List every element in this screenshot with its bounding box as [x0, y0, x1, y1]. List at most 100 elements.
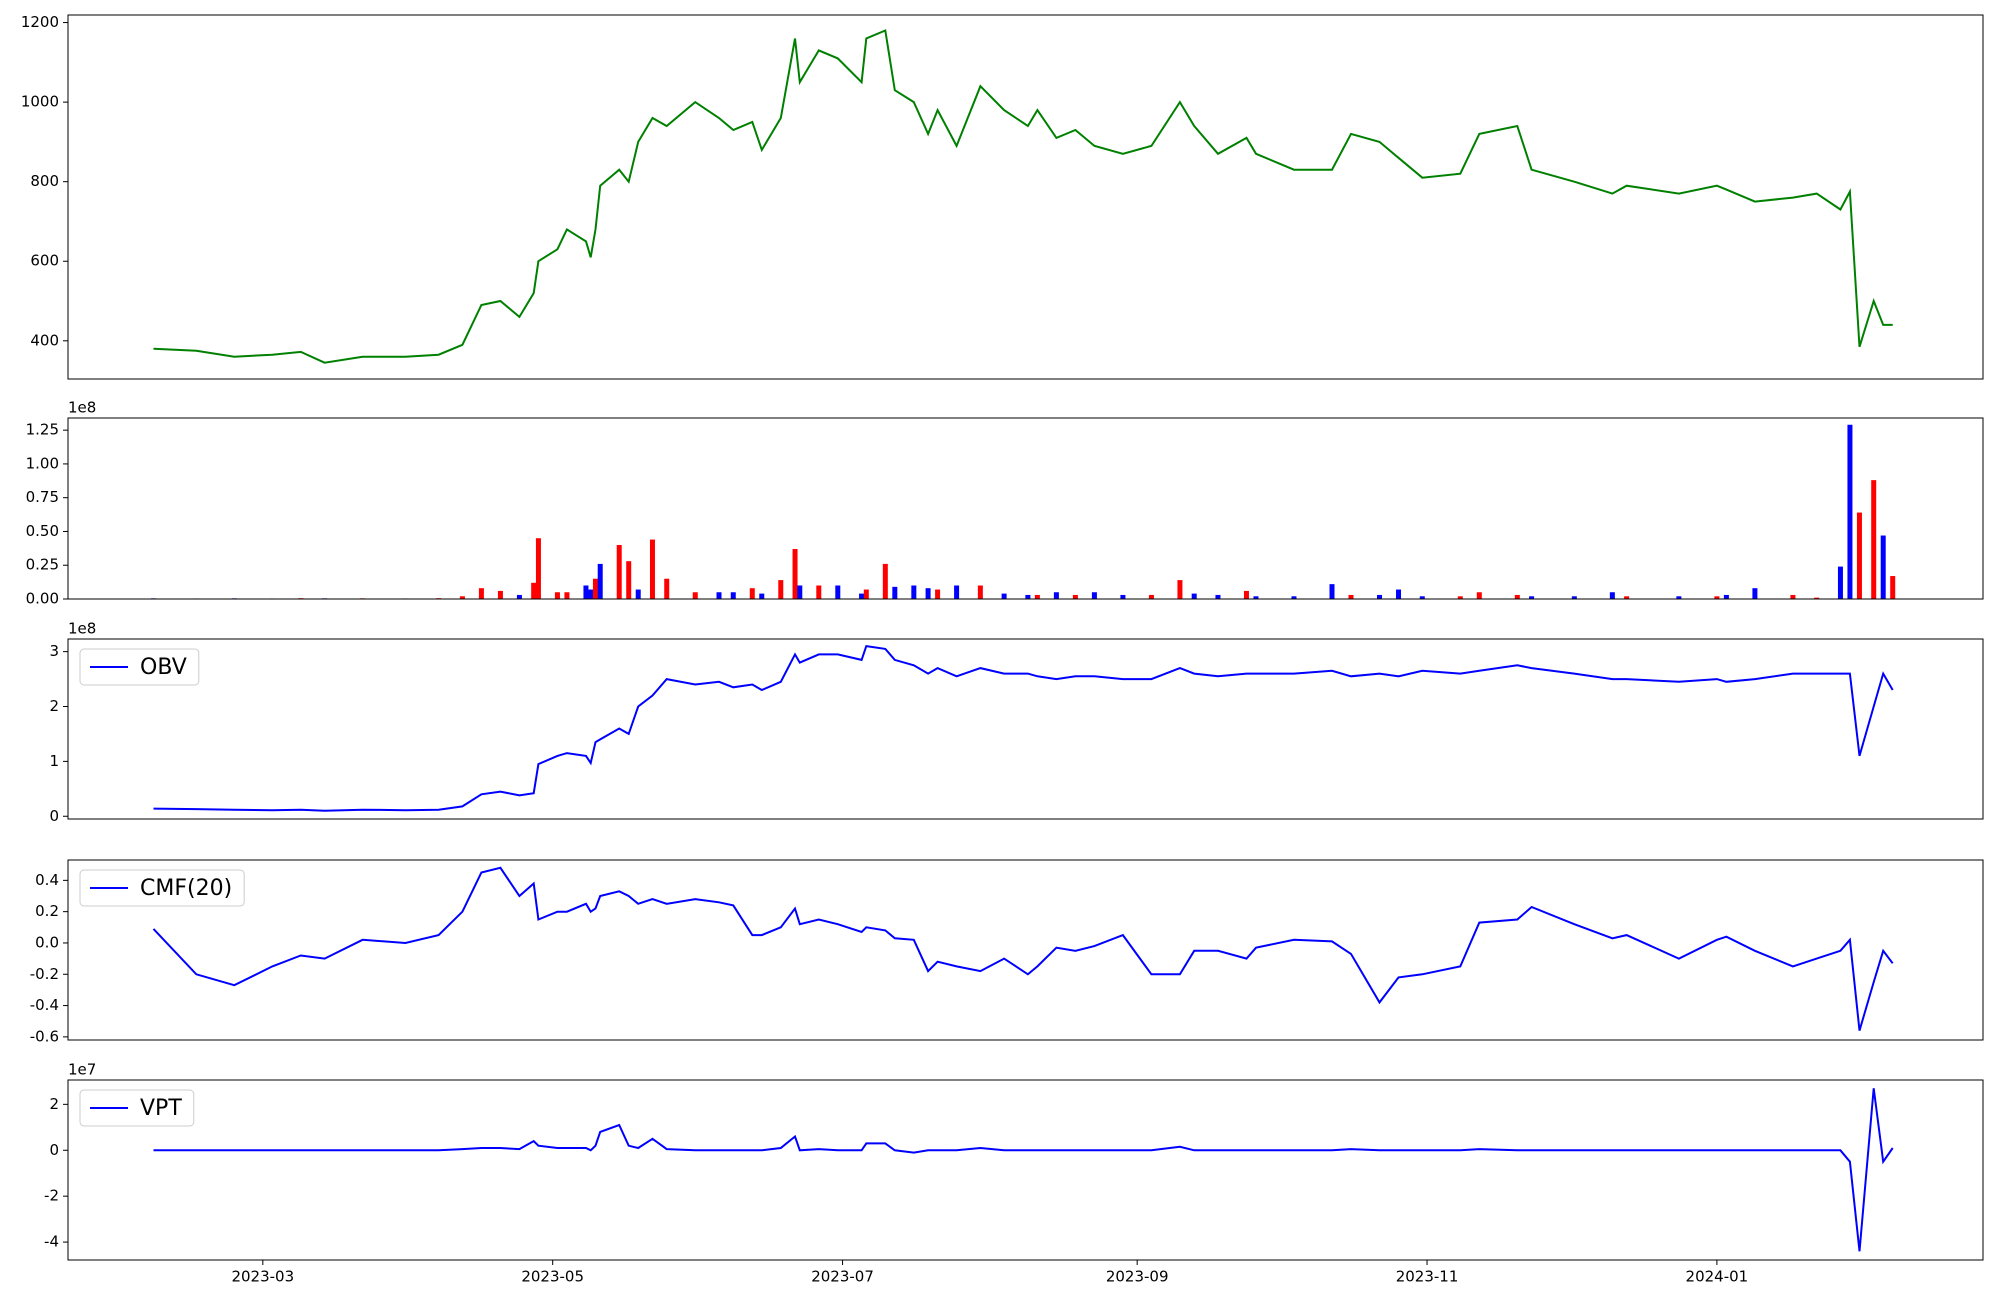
bar	[759, 593, 765, 599]
bar	[583, 585, 589, 599]
legend-box	[79, 648, 200, 686]
bar	[1871, 480, 1877, 599]
bar	[516, 594, 522, 599]
panel: -0.6 -0.4 -0.2 0.0 0.2 0.4 CMF(20)	[30, 859, 1984, 1045]
y-tick-label: 0.25	[26, 556, 59, 574]
bar	[1814, 597, 1820, 599]
bar	[649, 539, 655, 599]
bar	[1215, 594, 1221, 599]
y-tick-label: 0.00	[26, 590, 59, 608]
bar	[977, 585, 983, 599]
bar	[778, 580, 784, 599]
bar	[797, 585, 803, 599]
y-tick-label: 1	[49, 752, 59, 770]
bar	[835, 585, 841, 599]
x-tick-label: 2024-01	[1686, 1268, 1749, 1286]
y-tick-label: 1000	[21, 93, 59, 111]
panel: 0 1 2 3 1e8 OBV	[49, 620, 1984, 825]
bar	[1053, 592, 1059, 599]
y-tick-label: 1200	[21, 13, 59, 31]
bar	[564, 592, 570, 599]
bar	[1609, 592, 1615, 599]
bar	[1253, 596, 1259, 599]
legend-label: OBV	[140, 655, 187, 680]
bar	[478, 588, 484, 599]
bar	[497, 590, 503, 599]
y-tick-label: 0.4	[35, 871, 59, 889]
axes-frame	[67, 417, 1984, 600]
bar	[459, 596, 465, 599]
bar	[592, 578, 598, 599]
bar	[1890, 576, 1896, 599]
bar	[1091, 592, 1097, 599]
bar	[1790, 594, 1796, 599]
bar	[531, 582, 537, 599]
bar	[1676, 596, 1682, 599]
bar	[626, 561, 632, 599]
bar	[730, 592, 736, 599]
bar	[1177, 580, 1183, 599]
bar	[1001, 593, 1007, 599]
bar	[554, 592, 560, 599]
bar	[664, 578, 670, 599]
offset-label: 1e8	[68, 399, 96, 417]
bar	[1529, 596, 1535, 599]
bar	[1837, 566, 1843, 599]
y-tick-label: -0.2	[30, 965, 59, 983]
axes-frame	[67, 14, 1984, 380]
panel: 0.00 0.25 0.50 0.75 1.00 1.25 1e8	[26, 399, 1984, 608]
y-tick-label: 2	[49, 697, 59, 715]
bar	[1291, 596, 1297, 599]
bar	[535, 538, 541, 599]
bar	[1191, 593, 1197, 599]
bar	[816, 585, 822, 599]
bar	[1419, 596, 1425, 599]
bar	[1243, 590, 1249, 599]
bar	[1847, 424, 1853, 599]
bar	[1856, 512, 1862, 599]
y-tick-label: 800	[30, 172, 59, 190]
axes-frame	[67, 859, 1984, 1041]
x-tick-label: 2023-09	[1106, 1268, 1169, 1286]
x-tick-label: 2023-03	[231, 1268, 294, 1286]
bar	[1514, 594, 1520, 599]
data-line	[153, 1088, 1894, 1252]
bar	[749, 588, 755, 599]
y-tick-label: 2	[49, 1095, 59, 1113]
bar	[882, 563, 888, 599]
y-tick-label: -2	[44, 1187, 59, 1205]
y-tick-label: 3	[49, 642, 59, 660]
y-tick-label: -0.4	[30, 996, 59, 1014]
bar	[597, 563, 603, 599]
bar	[892, 586, 898, 599]
panel: -4 -2 0 2 1e7 VPT 2023-03 2023-05 2023-07 2023-09…	[44, 1061, 1984, 1286]
bar	[1457, 596, 1463, 599]
legend-label: VPT	[140, 1096, 182, 1121]
y-tick-label: 0	[49, 807, 59, 825]
bar	[588, 589, 594, 599]
bar	[692, 592, 698, 599]
data-line	[152, 866, 1894, 1031]
bar	[925, 588, 931, 599]
y-tick-label: 0	[49, 1141, 59, 1159]
y-tick-label: 0.0	[35, 933, 59, 951]
bar	[1714, 596, 1720, 599]
y-tick-label: 600	[30, 252, 59, 270]
bar	[792, 549, 798, 599]
x-tick-label: 2023-05	[521, 1268, 584, 1286]
data-line	[153, 644, 1894, 812]
bar	[1148, 594, 1154, 599]
bar	[1348, 594, 1354, 599]
data-line	[153, 29, 1893, 364]
bar	[1329, 584, 1335, 599]
x-tick-label: 2023-07	[811, 1268, 874, 1286]
bar	[1377, 594, 1383, 599]
bar	[1752, 588, 1758, 599]
bar	[1723, 594, 1729, 599]
y-tick-label: 400	[30, 331, 59, 349]
y-tick-label: -4	[44, 1233, 59, 1251]
bar	[954, 585, 960, 599]
bar	[859, 593, 865, 599]
offset-label: 1e7	[68, 1061, 96, 1079]
